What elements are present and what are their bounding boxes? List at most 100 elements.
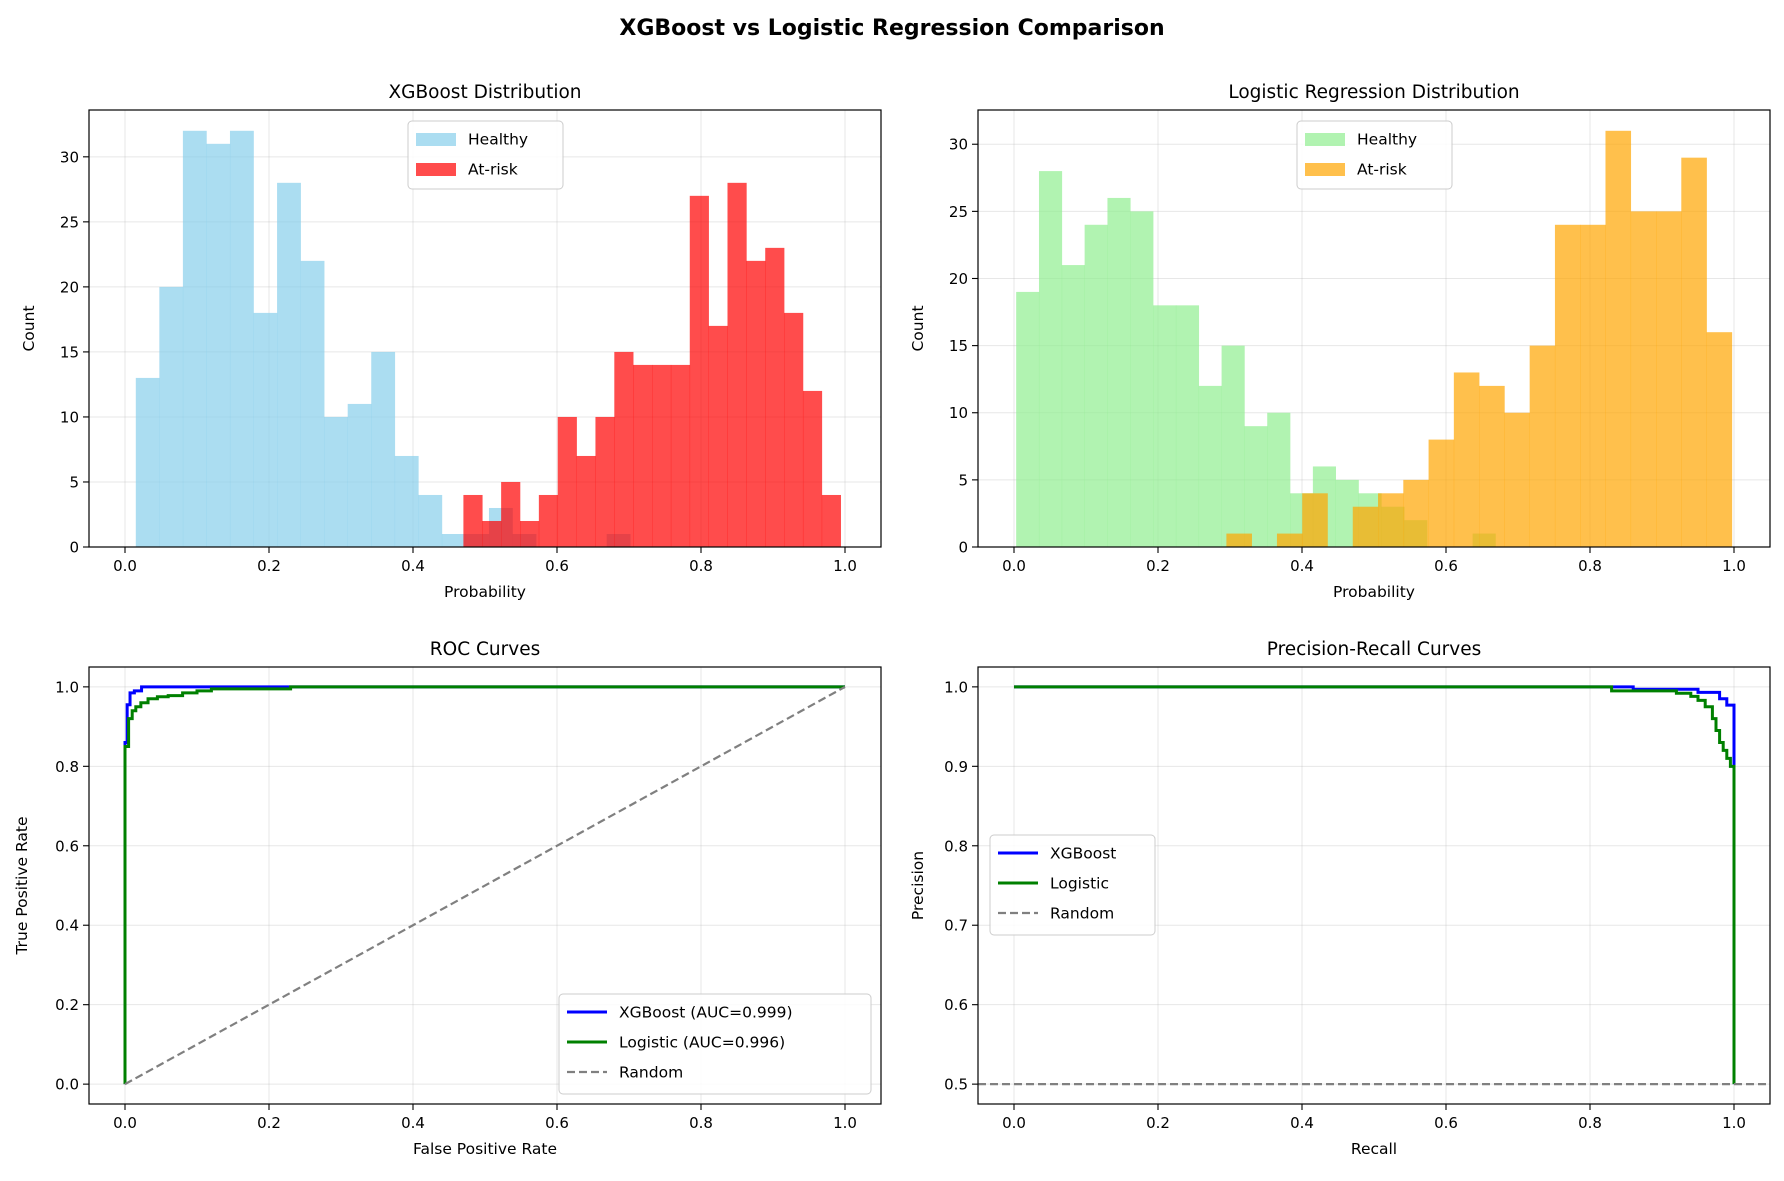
histogram-bar [1226, 533, 1252, 547]
y-axis-label: True Positive Rate [13, 816, 31, 955]
y-axis-label: Count [20, 305, 38, 351]
y-tick-label: 0.2 [55, 996, 79, 1014]
x-axis-label: Probability [444, 583, 526, 601]
x-tick-label: 0.2 [257, 1114, 281, 1132]
histogram-bar [1656, 211, 1682, 547]
series-at-risk [1226, 130, 1733, 547]
histogram-bar [1605, 130, 1632, 547]
histogram-bar [1428, 439, 1455, 547]
x-tick-label: 0.0 [113, 1114, 137, 1132]
axes-frame [88, 109, 882, 548]
y-tick-label: 0.7 [944, 917, 968, 935]
histogram-bar [482, 520, 502, 547]
histogram-bar [1504, 412, 1530, 547]
legend-label: Random [1050, 905, 1114, 923]
histogram-bar [633, 364, 653, 547]
curve-line [123, 685, 845, 1085]
x-axis-label: False Positive Rate [413, 1140, 557, 1158]
series-at-risk [463, 182, 841, 547]
x-tick-label: 0.8 [1578, 557, 1602, 575]
histogram-bar [463, 494, 483, 547]
histogram-bar [324, 416, 348, 547]
histogram-bar [1529, 345, 1556, 547]
x-tick-label: 0.6 [1434, 557, 1458, 575]
curve-line [1014, 685, 1736, 1085]
y-tick-label: 10 [60, 408, 79, 426]
histogram-bar [1403, 479, 1429, 547]
x-tick-label: 0.0 [1002, 1114, 1026, 1132]
histogram-bar [1175, 305, 1200, 547]
panel-title: Logistic Regression Distribution [1228, 82, 1519, 103]
y-tick-label: 30 [60, 148, 79, 166]
x-tick-label: 0.6 [1434, 1114, 1458, 1132]
x-tick-label: 0.4 [1290, 1114, 1314, 1132]
legend-label: XGBoost (AUC=0.999) [619, 1004, 793, 1022]
histogram-bar [253, 312, 278, 547]
histogram-bar [746, 260, 766, 547]
y-tick-label: 1.0 [55, 678, 79, 696]
x-tick-label: 1.0 [833, 1114, 857, 1132]
histogram-bar [300, 260, 325, 547]
histogram-bar [229, 130, 254, 547]
y-tick-label: 5 [958, 471, 968, 489]
histogram-bar [1352, 506, 1379, 547]
y-tick-label: 1.0 [944, 678, 968, 696]
x-tick-label: 0.0 [1002, 557, 1026, 575]
histogram-bar [1221, 345, 1245, 547]
legend-swatch [1305, 133, 1345, 146]
legend: Healthy At-risk [407, 120, 564, 190]
panel-title: ROC Curves [430, 639, 540, 660]
y-tick-label: 20 [60, 278, 79, 296]
histogram-bar [614, 351, 634, 547]
legend-label: XGBoost [1050, 845, 1116, 863]
y-tick-label: 10 [949, 404, 968, 422]
legend: XGBoost Logistic Random [989, 834, 1156, 936]
y-tick-label: 0.6 [944, 996, 968, 1014]
x-tick-label: 0.2 [1146, 557, 1170, 575]
y-tick-label: 0.0 [55, 1076, 79, 1094]
histogram-bar [1706, 332, 1733, 547]
histogram-bar [1479, 385, 1505, 547]
histogram-bar [1084, 224, 1108, 547]
y-tick-label: 0.4 [55, 917, 79, 935]
histogram-bar [441, 533, 466, 547]
histogram-bar [418, 494, 443, 547]
x-tick-label: 1.0 [1722, 1114, 1746, 1132]
y-tick-label: 30 [949, 136, 968, 154]
histogram-bar [1130, 211, 1154, 547]
y-axis-label: Count [909, 305, 927, 351]
x-tick-label: 0.2 [1146, 1114, 1170, 1132]
histogram-bar [1681, 157, 1707, 547]
x-tick-label: 0.8 [689, 557, 713, 575]
histogram-bar [727, 182, 747, 547]
x-tick-label: 0.4 [401, 557, 425, 575]
histogram-bar [1453, 372, 1480, 547]
y-tick-label: 15 [60, 343, 79, 361]
histogram-bar [1061, 265, 1085, 547]
histogram-bar [277, 182, 301, 547]
histogram-bar [519, 520, 540, 547]
histogram-bar [652, 364, 672, 547]
x-tick-label: 1.0 [1722, 557, 1746, 575]
histogram-bar [595, 416, 615, 547]
x-tick-label: 0.6 [545, 1114, 569, 1132]
y-axis-label: Precision [909, 851, 927, 920]
legend-swatch [416, 133, 456, 146]
y-tick-label: 0.5 [944, 1076, 968, 1094]
y-tick-label: 20 [949, 270, 968, 288]
y-tick-label: 0.8 [55, 758, 79, 776]
histogram-bar [1198, 385, 1222, 547]
histogram-bar [501, 481, 521, 547]
x-axis-label: Probability [1333, 583, 1415, 601]
plot-area [135, 130, 841, 547]
histogram-bar [1276, 533, 1303, 547]
histogram-bar [1630, 211, 1657, 547]
x-tick-label: 0.4 [1290, 557, 1314, 575]
precision-recall-panel: 0.0 0.2 0.4 0.6 0.8 1.0 0.5 0.6 0.7 0.8 0.9 1.0 Prec… [909, 639, 1771, 1158]
histogram-bar [159, 286, 184, 547]
x-tick-label: 0.6 [545, 557, 569, 575]
plot-area [1016, 130, 1733, 547]
histogram-bar [670, 364, 691, 547]
